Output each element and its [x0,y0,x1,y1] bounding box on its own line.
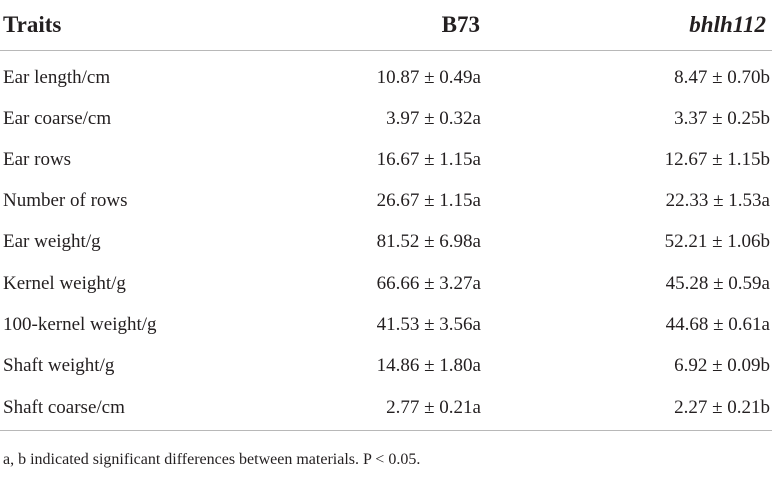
bhlh112-value-cell: 52.21 ± 1.06b [664,231,770,253]
trait-cell: Shaft coarse/cm [0,386,250,431]
b73-value-cell: 10.87 ± 0.49a [376,66,481,88]
b73-value-cell: 26.67 ± 1.15a [376,190,481,212]
trait-cell: Ear coarse/cm [3,107,112,129]
trait-cell: Ear rows [3,148,72,170]
trait-cell: Shaft weight/g [3,354,115,376]
trait-cell: Number of rows [3,190,128,212]
trait-cell: 100-kernel weight/g [3,313,157,335]
header-b73: B73 [250,0,482,51]
table-header-row: Traits B73 bhlh112 [0,0,772,51]
b73-value-cell: 81.52 ± 6.98a [376,231,481,253]
header-traits: Traits [0,0,250,51]
bhlh112-value-cell: 8.47 ± 0.70b [674,66,770,88]
b73-value-cell: 3.97 ± 0.32a [386,107,481,129]
trait-cell: Ear weight/g [3,231,101,253]
b73-value-cell: 16.67 ± 1.15a [376,148,481,170]
bhlh112-value-cell: 3.37 ± 0.25b [674,107,770,129]
header-bhlh112: bhlh112 [482,0,772,51]
trait-cell: Ear length/cm [3,66,111,88]
table-row: Kernel weight/g 66.66 ± 3.27a 45.28 ± 0.… [0,263,772,304]
b73-value-cell: 66.66 ± 3.27a [376,272,481,294]
bhlh112-value-cell: 12.67 ± 1.15b [664,148,770,170]
bhlh112-value-cell: 45.28 ± 0.59a [665,272,770,294]
b73-value-cell: 2.77 ± 0.21a [250,386,482,431]
table-row: Ear coarse/cm 3.97 ± 0.32a 3.37 ± 0.25b [0,98,772,139]
bhlh112-value-cell: 6.92 ± 0.09b [674,354,770,376]
trait-cell: Kernel weight/g [3,272,126,294]
b73-value-cell: 14.86 ± 1.80a [376,354,481,376]
table-row: Shaft weight/g 14.86 ± 1.80a 6.92 ± 0.09… [0,345,772,386]
bhlh112-value-cell: 22.33 ± 1.53a [665,190,770,212]
table-row: 100-kernel weight/g 41.53 ± 3.56a 44.68 … [0,304,772,345]
b73-value-cell: 41.53 ± 3.56a [376,313,481,335]
traits-table: Traits B73 bhlh112 Ear length/cm 10.87 ±… [0,0,772,431]
table-row: Ear weight/g 81.52 ± 6.98a 52.21 ± 1.06b [0,222,772,263]
bhlh112-value-cell: 2.27 ± 0.21b [482,386,772,431]
table-row: Number of rows 26.67 ± 1.15a 22.33 ± 1.5… [0,181,772,222]
bhlh112-value-cell: 44.68 ± 0.61a [665,313,770,335]
table-row: Shaft coarse/cm 2.77 ± 0.21a 2.27 ± 0.21… [0,386,772,431]
table-row: Ear length/cm 10.87 ± 0.49a 8.47 ± 0.70b [0,51,772,99]
table-row: Ear rows 16.67 ± 1.15a 12.67 ± 1.15b [0,139,772,180]
table-footnote: a, b indicated significant differences b… [3,451,421,468]
